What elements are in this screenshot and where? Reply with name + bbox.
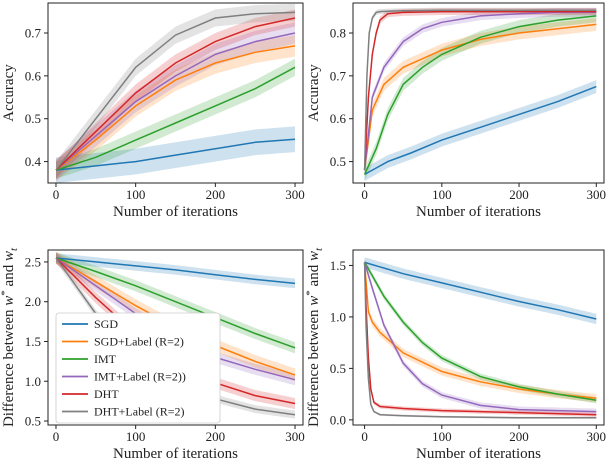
band-dht <box>56 9 295 179</box>
y-tick-label: 0.8 <box>330 26 346 41</box>
band-sgd <box>364 257 597 325</box>
x-tick-label: 0 <box>53 429 60 444</box>
plot-frame <box>47 249 304 426</box>
x-tick-label: 100 <box>126 429 146 444</box>
plot-area <box>363 7 597 181</box>
series-line-imt-label-r-2 <box>363 11 597 171</box>
series-line-dht-label-r-2 <box>363 9 597 171</box>
band-sgd <box>56 253 295 289</box>
series-line-dht <box>363 10 597 171</box>
x-tick-label: 0 <box>361 187 368 202</box>
y-tick-label: 0.5 <box>330 154 346 169</box>
y-axis-label: Difference between w* and wt <box>0 247 20 427</box>
band-dht-label-r-2 <box>56 3 295 179</box>
series-line-sgd-label-r-2 <box>363 262 597 399</box>
x-tick-label: 200 <box>206 187 226 202</box>
band-sgd-label-r-2 <box>364 258 597 403</box>
series-line-imt-label-r-2 <box>363 262 597 413</box>
legend-label-dht-label-r-2: DHT+Label (R=2) <box>94 405 185 419</box>
y-tick-label: 0.7 <box>25 26 42 41</box>
x-tick-label: 200 <box>509 429 529 444</box>
x-tick-label: 100 <box>432 429 452 444</box>
legend: SGD SGD+Label (R=2) IMT IMT+Label (R=2)) DHT… <box>55 312 221 424</box>
x-tick-label: 0 <box>53 187 60 202</box>
band-imt-label-r-2 <box>56 252 295 386</box>
series-line-dht <box>363 262 597 416</box>
y-tick-label: 1.0 <box>330 309 346 324</box>
legend-label-imt: IMT <box>94 352 117 366</box>
x-tick-label: 300 <box>285 429 305 444</box>
plot-frame <box>352 2 605 184</box>
plot-area <box>55 3 296 183</box>
y-tick-label: 2.0 <box>25 294 41 309</box>
legend-label-sgd-label-r-2: SGD+Label (R=2) <box>94 335 184 349</box>
x-tick-label: 200 <box>206 429 226 444</box>
x-tick-label: 300 <box>587 187 607 202</box>
panel-top-left: 0 100 200 300 0.4 0.5 0.6 0.7 Number of iteratio… <box>1 2 305 220</box>
band-sgd-label-r-2 <box>56 251 295 382</box>
x-axis-label: Number of iterations <box>113 446 238 462</box>
legend-box <box>55 312 221 424</box>
plot-frame <box>352 249 605 426</box>
x-axis-label: Number of iterations <box>113 204 238 220</box>
panel-bottom-left: 0 100 200 300 0.5 1.0 1.5 2.0 2.5 Number of itera… <box>0 247 305 462</box>
y-tick-label: 0.5 <box>25 414 41 429</box>
y-axis-label: Accuracy <box>306 64 322 122</box>
panel-bottom-right: 0 100 200 300 0.0 0.5 1.0 1.5 Number of iteratio… <box>304 247 606 462</box>
series-line-imt <box>363 15 597 175</box>
y-axis-label: Accuracy <box>1 64 17 122</box>
x-axis-label: Number of iterations <box>416 204 541 220</box>
y-tick-label: 0.0 <box>330 412 346 427</box>
plot-frame <box>47 2 304 184</box>
legend-label-sgd: SGD <box>94 317 118 331</box>
y-tick-label: 2.5 <box>25 254 41 269</box>
y-axis-label: Difference between w* and wt <box>304 247 325 427</box>
series-line-imt <box>363 262 597 402</box>
series-line-sgd <box>364 85 597 176</box>
legend-label-dht: DHT <box>94 387 119 401</box>
band-imt <box>56 252 295 354</box>
y-tick-label: 0.5 <box>330 361 346 376</box>
series-line-sgd-label-r-2 <box>363 23 597 171</box>
y-tick-label: 0.5 <box>25 111 41 126</box>
x-tick-label: 200 <box>509 187 529 202</box>
series-line-dht-label-r-2 <box>363 262 597 419</box>
y-tick-label: 0.7 <box>330 68 347 83</box>
band-dht <box>56 252 295 410</box>
x-tick-label: 100 <box>432 187 452 202</box>
x-tick-label: 0 <box>361 429 368 444</box>
y-tick-label: 1.5 <box>25 334 41 349</box>
plot-area <box>363 257 597 419</box>
plot-area <box>55 251 296 419</box>
y-tick-label: 0.4 <box>25 154 42 169</box>
band-sgd-label-r-2 <box>364 18 597 177</box>
x-tick-label: 300 <box>587 429 607 444</box>
x-axis-label: Number of iterations <box>416 446 541 462</box>
y-tick-label: 0.6 <box>330 111 347 126</box>
band-sgd <box>364 80 597 181</box>
y-tick-label: 1.0 <box>25 374 41 389</box>
legend-label-imt-label-r-2: IMT+Label (R=2)) <box>94 370 186 384</box>
x-tick-label: 300 <box>285 187 305 202</box>
y-tick-label: 1.5 <box>330 258 346 273</box>
x-tick-label: 100 <box>126 187 146 202</box>
y-tick-label: 0.6 <box>25 68 42 83</box>
panel-top-right: 0 100 200 300 0.5 0.6 0.7 0.8 Number of iteratio… <box>306 2 607 220</box>
